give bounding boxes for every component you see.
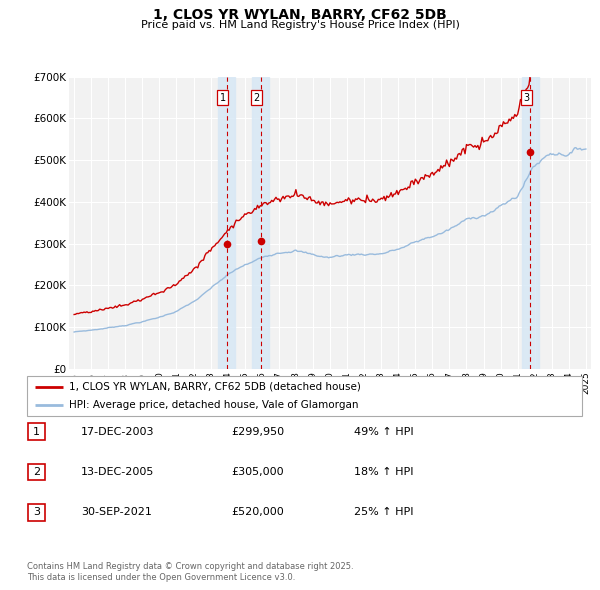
Text: 1: 1 (33, 427, 40, 437)
Bar (218, 77, 235, 369)
Text: 13-DEC-2005: 13-DEC-2005 (81, 467, 154, 477)
Text: 3: 3 (33, 507, 40, 517)
Text: 1, CLOS YR WYLAN, BARRY, CF62 5DB: 1, CLOS YR WYLAN, BARRY, CF62 5DB (153, 8, 447, 22)
Text: £305,000: £305,000 (231, 467, 284, 477)
Text: This data is licensed under the Open Government Licence v3.0.: This data is licensed under the Open Gov… (27, 572, 295, 582)
Text: £299,950: £299,950 (231, 427, 284, 437)
Text: 3: 3 (523, 93, 529, 103)
Text: £520,000: £520,000 (231, 507, 284, 517)
Text: 18% ↑ HPI: 18% ↑ HPI (354, 467, 413, 477)
Text: HPI: Average price, detached house, Vale of Glamorgan: HPI: Average price, detached house, Vale… (68, 400, 358, 410)
Bar (522, 77, 539, 369)
Text: 2: 2 (254, 93, 260, 103)
Bar (253, 77, 269, 369)
Text: 25% ↑ HPI: 25% ↑ HPI (354, 507, 413, 517)
Text: Contains HM Land Registry data © Crown copyright and database right 2025.: Contains HM Land Registry data © Crown c… (27, 562, 353, 571)
Text: 17-DEC-2003: 17-DEC-2003 (81, 427, 155, 437)
Text: 2: 2 (33, 467, 40, 477)
Text: 30-SEP-2021: 30-SEP-2021 (81, 507, 152, 517)
Text: 49% ↑ HPI: 49% ↑ HPI (354, 427, 413, 437)
Text: 1, CLOS YR WYLAN, BARRY, CF62 5DB (detached house): 1, CLOS YR WYLAN, BARRY, CF62 5DB (detac… (68, 382, 361, 392)
Text: Price paid vs. HM Land Registry's House Price Index (HPI): Price paid vs. HM Land Registry's House … (140, 21, 460, 30)
Text: 1: 1 (220, 93, 226, 103)
